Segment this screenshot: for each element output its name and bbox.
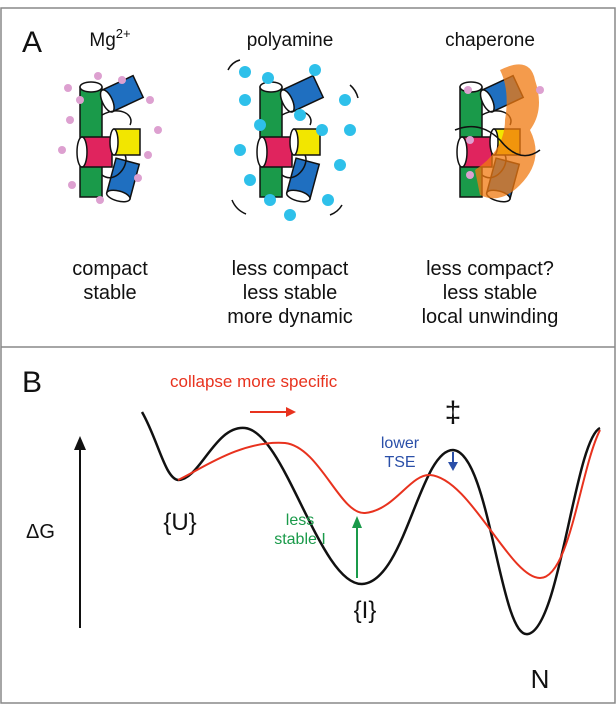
description: less compact xyxy=(232,258,349,280)
state-label: N xyxy=(531,664,550,694)
title-sup: 2+ xyxy=(116,26,131,41)
column-title: chaperone xyxy=(445,30,535,51)
description: stable xyxy=(83,282,136,304)
chaperone-illustration xyxy=(455,64,544,204)
blue-note: lower xyxy=(381,435,420,452)
description: local unwinding xyxy=(422,306,559,328)
description: less stable xyxy=(243,282,338,304)
description: less compact? xyxy=(426,258,554,280)
blue-note: TSE xyxy=(384,454,415,471)
energy-axis-head xyxy=(74,436,86,450)
energy-landscape-red xyxy=(178,430,600,578)
description: compact xyxy=(72,258,148,280)
state-label: {I} xyxy=(354,597,377,624)
figure: A Mg2+ polyamine chaperone compact stabl… xyxy=(0,0,616,704)
green-arrowhead xyxy=(352,516,362,528)
mg-illustration xyxy=(58,72,162,204)
green-note: stable I xyxy=(274,531,326,548)
state-label: {U} xyxy=(163,509,196,536)
title-base: Mg xyxy=(89,30,115,51)
panel-label: A xyxy=(22,26,42,59)
panel-label: B xyxy=(22,366,42,399)
description: less stable xyxy=(443,282,538,304)
column-title: Mg2+ xyxy=(89,26,130,51)
transition-state: ‡ xyxy=(445,396,462,429)
blue-arrowhead xyxy=(448,462,458,471)
red-arrowhead xyxy=(286,407,296,417)
green-note: less xyxy=(286,512,314,529)
description: more dynamic xyxy=(227,306,353,328)
red-note: collapse more specific xyxy=(170,372,338,391)
polyamine-illustration xyxy=(228,60,358,221)
column-title: polyamine xyxy=(247,30,334,51)
axis-label: ΔG xyxy=(26,521,55,543)
